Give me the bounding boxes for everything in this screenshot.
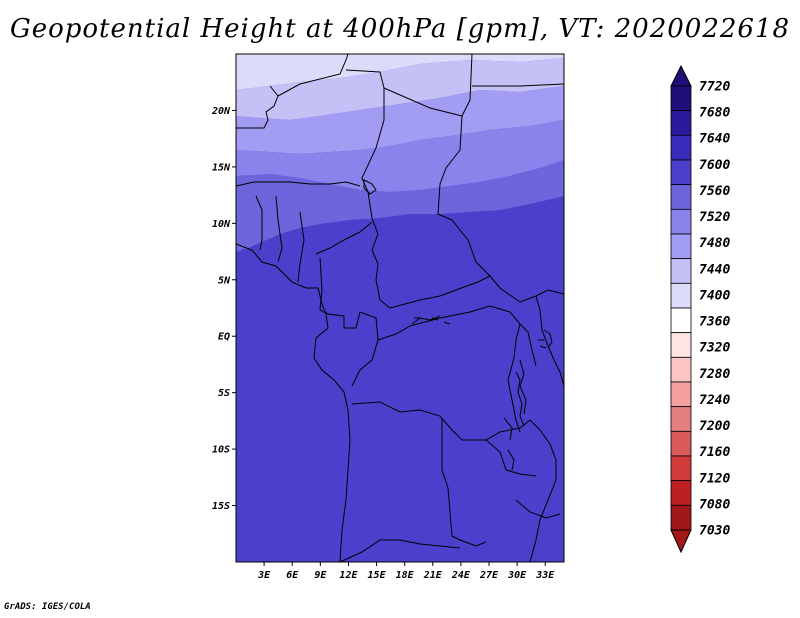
- colorbar-label: 7480: [699, 236, 730, 251]
- lon-tick-label: 27E: [479, 570, 499, 581]
- lon-tick-label: 9E: [314, 570, 327, 581]
- colorbar-label: 7400: [699, 288, 730, 303]
- borders: [235, 53, 565, 563]
- lon-axis: 3E 6E 9E 12E 15E 18E 21E 24E 27E 30E 33E: [257, 562, 555, 581]
- colorbar-label: 7280: [699, 367, 730, 382]
- lat-tick-label: 15N: [212, 162, 231, 173]
- colorbar-swatch: [670, 159, 692, 186]
- field-band-7400-7440: [236, 54, 564, 90]
- colorbar-swatch: [670, 356, 692, 383]
- colorbar-swatch: [670, 208, 692, 235]
- colorbar-label: 7560: [699, 184, 730, 199]
- lat-tick-label: 5S: [218, 388, 230, 399]
- lat-tick-label: 5N: [218, 275, 231, 286]
- colorbar-label: 7680: [699, 106, 730, 121]
- colorbar-swatch: [670, 480, 692, 506]
- colorbar-swatch: [670, 455, 692, 482]
- lon-tick-label: 18E: [396, 570, 415, 581]
- map-frame: [235, 53, 565, 563]
- lat-tick-label: 15S: [212, 501, 230, 512]
- lat-tick-label: 10N: [212, 219, 231, 230]
- colorbar-swatch: [670, 110, 692, 136]
- colorbar-top-arrow: [670, 64, 692, 87]
- field-band-7480-7520: [236, 86, 564, 154]
- colorbar-swatch: [670, 381, 692, 408]
- colorbar-label: 7200: [699, 419, 730, 434]
- colorbar-bottom-arrow: [670, 529, 692, 554]
- lon-tick-label: 21E: [423, 570, 443, 581]
- colorbar-swatch: [670, 332, 692, 358]
- colorbar-label: 7520: [699, 210, 730, 225]
- lon-tick-label: 24E: [451, 570, 471, 581]
- colorbar-label: 7080: [699, 497, 730, 512]
- colorbar-swatch: [670, 430, 692, 457]
- lon-tick-label: 30E: [507, 570, 527, 581]
- lon-tick-label: 3E: [257, 570, 271, 581]
- colorbar-label: 7120: [699, 471, 730, 486]
- colorbar-label: 7240: [699, 393, 730, 408]
- colorbar-label: 7360: [699, 315, 730, 330]
- map-title: Geopotential Height at 400hPa [gpm], VT:…: [9, 14, 791, 44]
- grads-credit: GrADS: IGES/COLA: [4, 602, 91, 612]
- colorbar-swatch: [670, 504, 692, 531]
- colorbar-swatch: [670, 184, 692, 210]
- colorbar-swatch: [670, 258, 692, 284]
- lat-tick-label: 20N: [211, 106, 231, 117]
- colorbar-swatch: [670, 282, 692, 309]
- map-content: [235, 53, 565, 563]
- colorbar-label: 7640: [699, 132, 730, 147]
- field-band-7520-7560: [236, 120, 564, 192]
- colorbar-swatch: [670, 406, 692, 432]
- colorbar-label: 7440: [699, 262, 730, 277]
- colorbar-label: 7160: [699, 445, 730, 460]
- colorbar-swatch: [670, 85, 692, 112]
- field-band-7440-7480: [236, 58, 564, 120]
- colorbar-label: 7030: [699, 524, 730, 539]
- colorbar-swatch: [670, 134, 692, 161]
- colorbar-label: 7600: [699, 158, 730, 173]
- colorbar-swatch: [670, 307, 692, 334]
- colorbar-swatch: [670, 233, 692, 260]
- lat-tick-label: EQ: [218, 332, 230, 343]
- field-band-7560-7600: [236, 160, 564, 252]
- lon-tick-label: 6E: [286, 570, 299, 581]
- colorbar: 7720 7680 7640 7600 7560 7520 7480 7440 7400 7360…: [670, 64, 730, 554]
- lon-tick-label: 12E: [339, 570, 358, 581]
- lat-tick-label: 10S: [212, 445, 230, 456]
- lat-axis: 20N 15N 10N 5N EQ 5S 10S 15S: [211, 106, 236, 512]
- colorbar-label: 7720: [699, 80, 730, 95]
- lon-tick-label: 15E: [368, 570, 387, 581]
- colorbar-label: 7320: [699, 341, 730, 356]
- lakes: [363, 179, 553, 471]
- lon-tick-label: 33E: [535, 570, 555, 581]
